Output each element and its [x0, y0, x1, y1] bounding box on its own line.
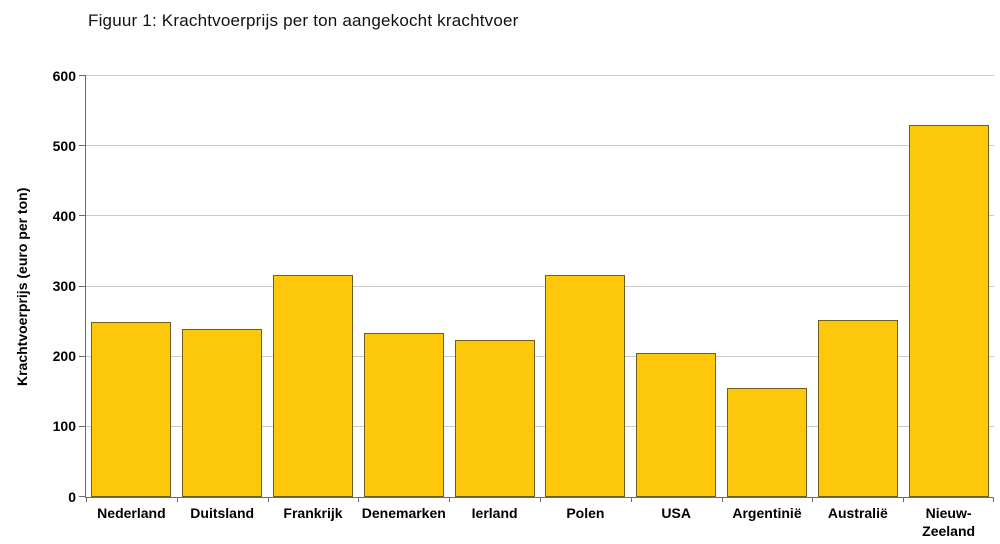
gridline-300	[86, 285, 994, 287]
y-tick-label-400: 400	[52, 207, 76, 224]
bar-frankrijk	[273, 275, 353, 497]
x-tick-mark-2	[267, 497, 269, 502]
y-tick-mark-0	[79, 496, 86, 497]
y-tick-label-500: 500	[52, 137, 76, 154]
gridline-100	[86, 425, 994, 427]
x-tick-label-nieuw-zeeland: Nieuw-Zeeland	[922, 505, 976, 539]
x-tick-label-denemarken: Denemarken	[361, 505, 446, 521]
x-tick-label-ierland: Ierland	[471, 505, 518, 521]
x-tick-label-frankrijk: Frankrijk	[283, 505, 343, 521]
gridline-600	[86, 75, 994, 76]
y-tick-mark-100	[79, 425, 86, 427]
x-tick-mark-10	[993, 497, 994, 502]
x-tick-mark-9	[903, 497, 905, 502]
y-tick-label-300: 300	[52, 278, 76, 294]
x-tick-label-duitsland: Duitsland	[190, 505, 255, 521]
bar-nieuw-zeeland	[908, 125, 989, 497]
x-tick-mark-8	[812, 497, 814, 502]
x-tick-label-polen: Polen	[566, 505, 605, 521]
bar-usa	[636, 353, 717, 497]
chart-title: Figuur 1: Krachtvoerprijs per ton aangek…	[88, 11, 519, 30]
y-tick-mark-400	[79, 215, 86, 217]
gridline-200	[86, 355, 994, 357]
plot-area: 0 100 200 300 400 500 600 Nederland Duitsland Fr…	[53, 68, 994, 539]
y-tick-label-600: 600	[52, 67, 76, 84]
gridline-400	[86, 215, 994, 217]
x-tick-mark-1	[176, 497, 178, 502]
x-tick-label-australi-: Australië	[827, 505, 888, 521]
x-tick-label-argentini-: Argentinië	[732, 505, 802, 521]
bar-argentini-	[727, 388, 807, 497]
bar-denemarken	[363, 333, 444, 497]
y-tick-mark-200	[79, 355, 86, 357]
bar-australi-	[817, 320, 898, 497]
gridline-500	[86, 145, 994, 147]
x-tick-mark-3	[358, 497, 360, 502]
x-tick-mark-0	[86, 497, 87, 502]
y-tick-mark-500	[79, 145, 86, 147]
y-tick-mark-300	[79, 285, 86, 287]
x-tick-mark-5	[540, 497, 541, 502]
x-tick-mark-6	[630, 497, 632, 502]
y-tick-mark-600	[79, 75, 86, 76]
y-tick-label-200: 200	[52, 348, 76, 365]
bar-polen	[545, 275, 626, 497]
x-axis-line	[85, 497, 994, 498]
y-tick-label-100: 100	[52, 418, 76, 435]
x-tick-label-usa: USA	[661, 505, 691, 521]
y-axis-line	[85, 76, 86, 497]
x-tick-label-nederland: Nederland	[97, 505, 166, 521]
bar-duitsland	[182, 329, 263, 497]
bar-ierland	[454, 340, 535, 497]
x-tick-mark-7	[721, 497, 723, 502]
y-tick-label-0: 0	[68, 489, 76, 505]
x-tick-mark-4	[449, 497, 451, 502]
bar-nederland	[91, 322, 172, 497]
